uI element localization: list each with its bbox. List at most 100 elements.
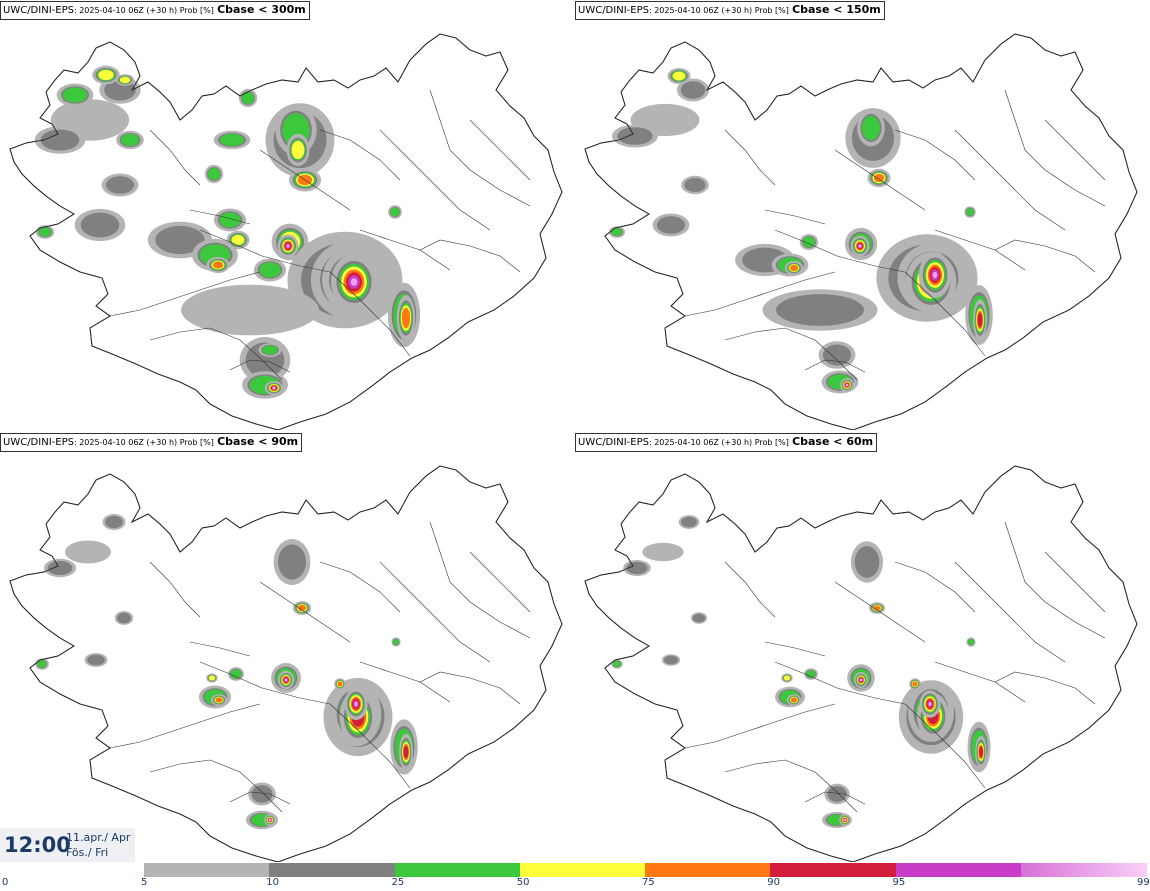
valid-hour: 12:00 — [4, 833, 71, 857]
probability-contour — [215, 697, 223, 703]
boundary-line — [429, 521, 531, 639]
probability-contour — [231, 234, 245, 246]
probability-contour — [207, 167, 221, 181]
boundary-line — [429, 89, 531, 207]
probability-contour — [977, 312, 983, 328]
colorbar-tick-label: 95 — [892, 877, 906, 888]
colorbar-segment — [144, 863, 270, 877]
boundary-line — [774, 661, 906, 705]
probability-contour — [390, 207, 400, 217]
probability-contour — [861, 115, 881, 141]
coastline-outline — [9, 465, 563, 862]
boundary-line — [1004, 89, 1106, 207]
map-panel-cbase-150: UWC/DINI-EPS: 2025-04-10 06Z (+30 h) Pro… — [575, 0, 1150, 430]
probability-contour — [262, 345, 278, 355]
iceland-map — [584, 33, 1138, 430]
map-panel-cbase-60: UWC/DINI-EPS: 2025-04-10 06Z (+30 h) Pro… — [575, 432, 1150, 862]
probability-contour — [337, 681, 343, 687]
probability-contour — [40, 129, 80, 151]
boundary-line — [199, 229, 331, 273]
map-panel-cbase-90: UWC/DINI-EPS: 2025-04-10 06Z (+30 h) Pro… — [0, 432, 575, 862]
probability-contour — [80, 212, 120, 238]
panel-title: UWC/DINI-EPS: 2025-04-10 06Z (+30 h) Pro… — [0, 433, 303, 452]
colorbar-segment — [394, 863, 521, 877]
boundary-line — [379, 561, 491, 663]
probability-contour — [672, 71, 686, 81]
boundary-line — [229, 359, 291, 373]
boundary-line — [319, 561, 401, 613]
probability-contour — [401, 307, 411, 329]
colorbar-tick-label: 5 — [141, 877, 148, 888]
probability-contour — [284, 678, 288, 682]
colorbar-tick-label: 75 — [642, 877, 655, 888]
boundary-line — [189, 209, 251, 225]
probability-contour — [873, 173, 885, 183]
probability-contour — [272, 386, 276, 390]
probability-contour — [212, 261, 224, 269]
colorbar-tick-label: 90 — [767, 877, 780, 888]
boundary-line — [894, 561, 976, 613]
boundary-line — [419, 239, 521, 273]
boundary-line — [904, 271, 986, 357]
probability-contour — [642, 542, 684, 562]
map-panel-cbase-300: UWC/DINI-EPS: 2025-04-10 06Z (+30 h) Pro… — [0, 0, 575, 430]
probability-contour — [98, 69, 114, 81]
valid-date: 11.apr./ Apr — [66, 831, 131, 844]
boundary-line — [359, 661, 451, 703]
boundary-line — [259, 149, 351, 211]
boundary-line — [109, 703, 261, 749]
probability-contour — [181, 284, 319, 336]
colorbar-segment — [519, 863, 646, 877]
boundary-line — [684, 703, 836, 749]
colorbar-segment — [269, 863, 395, 877]
probability-contour — [350, 278, 358, 286]
boundary-line — [934, 229, 1026, 271]
probability-contour — [286, 244, 290, 248]
boundary-line — [834, 581, 926, 643]
probability-contour — [120, 133, 140, 147]
boundary-line — [764, 641, 826, 657]
coastline-outline — [584, 465, 1138, 862]
probability-contour — [87, 654, 105, 666]
boundary-line — [359, 229, 451, 271]
boundary-line — [379, 129, 491, 231]
boundary-line — [1004, 521, 1106, 639]
probability-contour — [776, 294, 864, 326]
probability-contour — [932, 271, 938, 279]
probability-contour — [680, 81, 706, 99]
colorbar-tick-label: 50 — [516, 877, 530, 888]
probability-contour — [119, 76, 131, 84]
probability-contour — [789, 264, 799, 272]
boundary-line — [954, 561, 1066, 663]
boundary-line — [1044, 119, 1106, 181]
probability-contour — [843, 818, 847, 822]
boundary-line — [934, 661, 1026, 703]
boundary-line — [804, 791, 866, 805]
colorbar-segment — [895, 863, 1022, 877]
probability-contour — [827, 786, 847, 802]
probability-contour — [626, 561, 648, 575]
probability-contour — [858, 244, 862, 248]
boundary-line — [994, 671, 1096, 705]
colorbar-segment — [1020, 863, 1147, 877]
boundary-line — [149, 129, 201, 186]
iceland-map — [9, 465, 563, 862]
probability-contour — [155, 225, 205, 255]
probability-contour — [783, 675, 791, 681]
probability-contour — [859, 678, 863, 682]
probability-contour — [966, 208, 974, 216]
probability-contour — [241, 91, 255, 105]
probability-contour — [611, 228, 623, 236]
panel-title: UWC/DINI-EPS: 2025-04-10 06Z (+30 h) Pro… — [575, 433, 878, 452]
boundary-line — [804, 359, 866, 373]
boundary-line — [419, 671, 521, 705]
probability-contour — [105, 176, 135, 194]
boundary-line — [199, 661, 331, 705]
probability-contour — [403, 745, 409, 759]
probability-contour — [617, 127, 653, 145]
probability-contour — [681, 516, 697, 528]
boundary-line — [329, 703, 411, 789]
colorbar-tick-label: 25 — [391, 877, 405, 888]
probability-contour — [912, 681, 918, 687]
boundary-line — [774, 229, 906, 273]
